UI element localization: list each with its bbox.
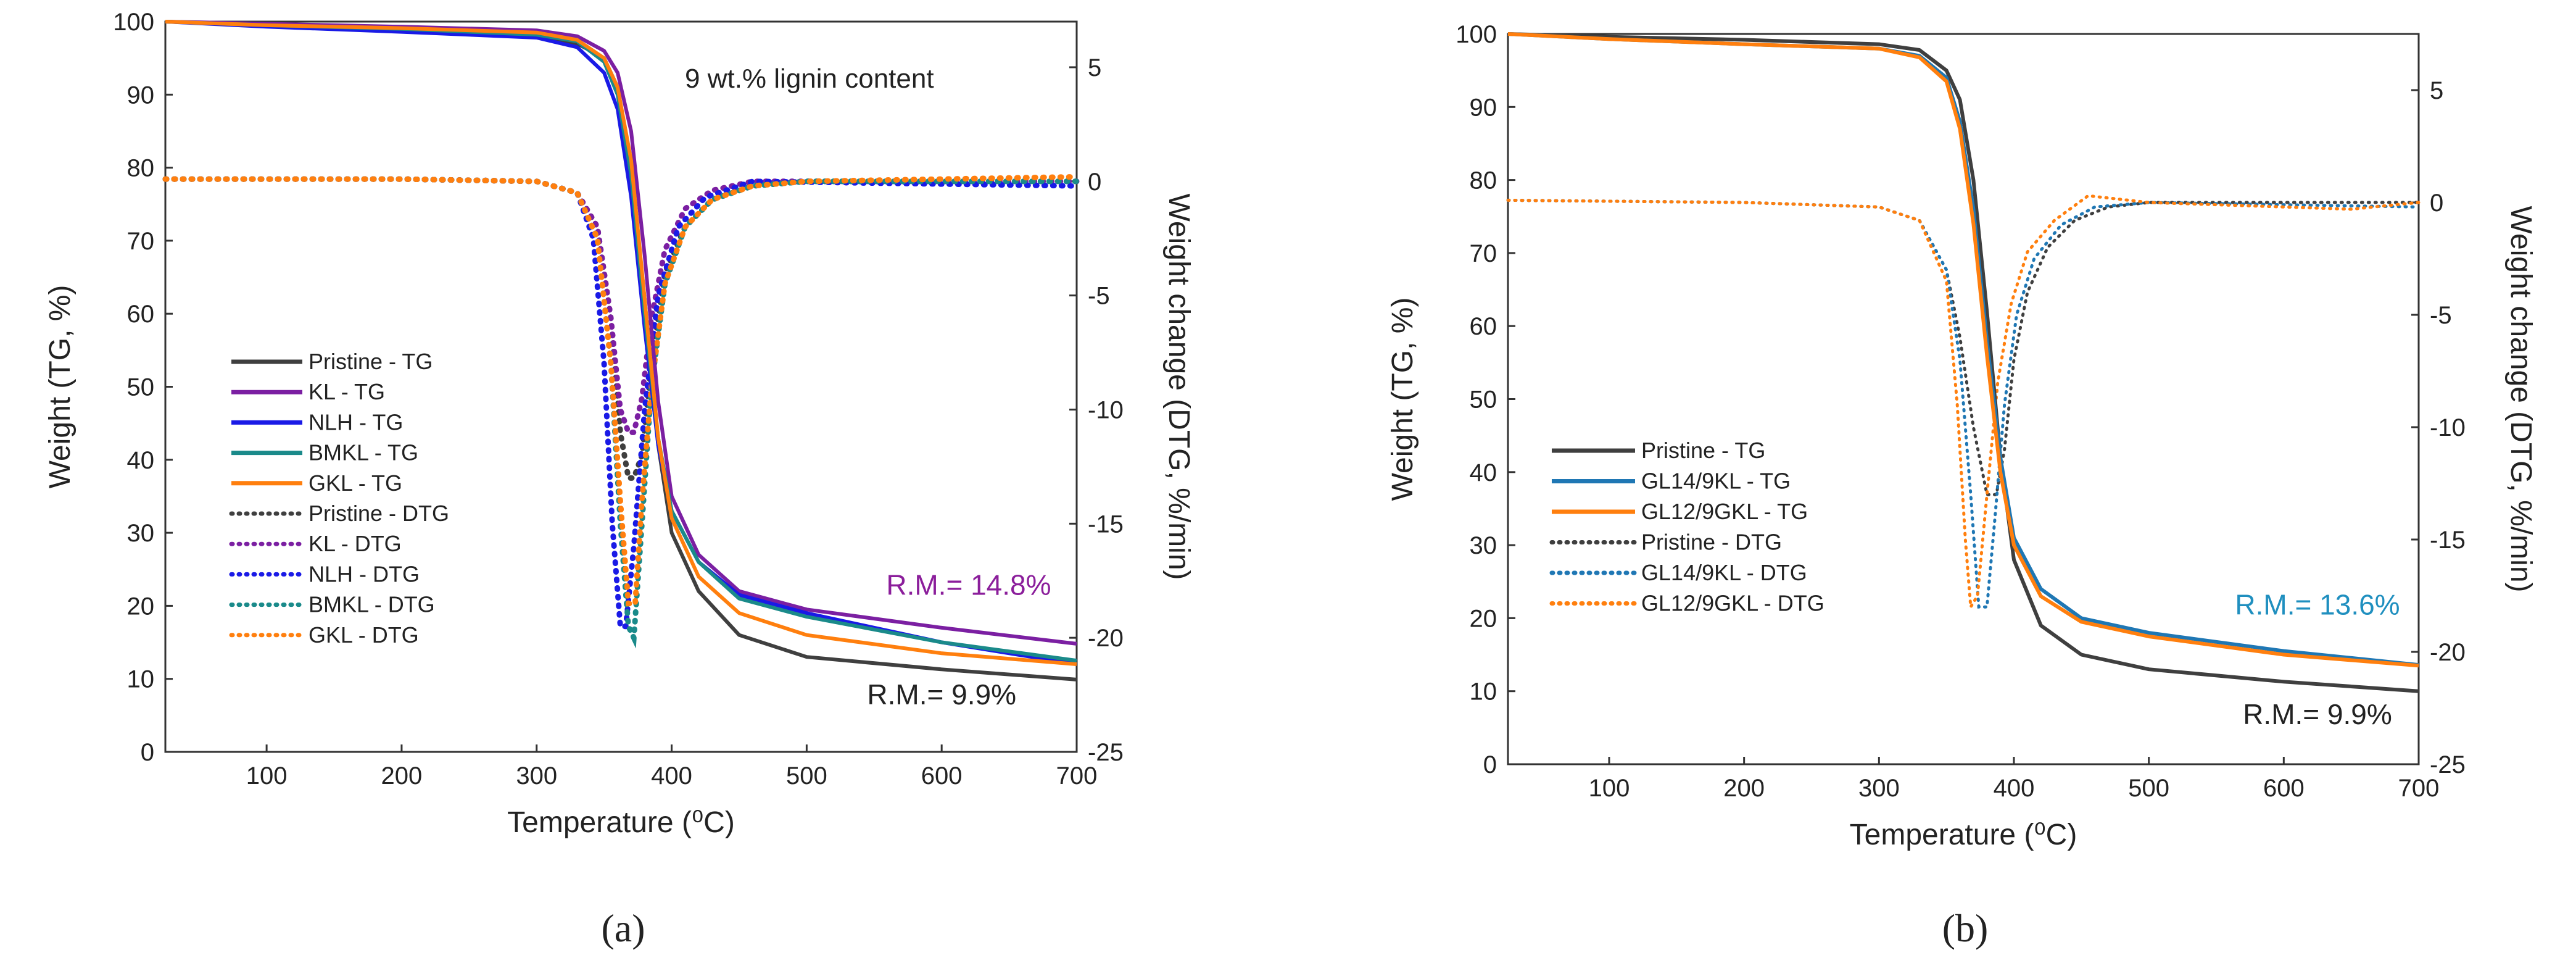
x-tick-label: 400 [651,762,692,790]
y-tick-label: 100 [113,9,154,36]
panel-label: (a) [601,906,645,950]
y-tick-label: 30 [127,520,155,547]
chart-panel-b: 100 200 300 400 500 600 7000102030405060708090… [1386,21,2537,950]
y2-tick-label: -5 [1088,283,1110,310]
y2-tick-label: -25 [1088,739,1124,766]
legend-entry: Pristine - TG [1641,438,1765,463]
y-tick-label: 0 [141,739,154,766]
y-tick-label: 100 [1456,21,1497,48]
y2-tick-label: 0 [2430,190,2443,217]
y2-axis-label: Weight change (DTG, %/min) [1162,194,1195,580]
y2-tick-label: -20 [2430,639,2466,666]
dtg-line-kl-dtg [162,176,1080,435]
y-axis-label: Weight (TG, %) [1386,298,1419,501]
y-tick-label: 90 [127,81,155,109]
legend-entry: KL - DTG [309,531,402,556]
x-tick-label: 400 [1994,775,2035,802]
legend-entry: GL12/9GKL - DTG [1641,591,1824,616]
y-tick-label: 70 [1470,240,1497,267]
legend-entry: GL14/9KL - TG [1641,469,1791,494]
rm-label: R.M.= 9.9% [867,678,1016,711]
legend-entry: NLH - TG [309,409,403,435]
y-tick-label: 60 [1470,313,1497,340]
y2-tick-label: -5 [2430,302,2452,329]
x-tick-label: 600 [2263,775,2305,802]
y-tick-label: 70 [127,228,155,255]
y-tick-label: 20 [1470,605,1497,632]
y-tick-label: 90 [1470,94,1497,121]
dtg-line-pristine-dtg [162,176,1080,481]
rm-label: R.M.= 9.9% [2243,698,2392,730]
dtg-line-gl12-9gkl-dtg [1506,194,2421,612]
legend-entry: GL14/9KL - DTG [1641,560,1807,585]
legend: Pristine - TG GL14/9KL - TG GL12/9GKL - TG… [1549,438,1824,616]
rm-label: R.M.= 13.6% [2235,588,2400,620]
x-tick-label: 600 [921,762,963,790]
y-axis-label: Weight (TG, %) [44,285,77,489]
legend-entry: Pristine - DTG [309,501,449,526]
x-tick-label: 300 [516,762,557,790]
dtg-line-gkl-dtg [162,173,1080,607]
annotation: 9 wt.% lignin content [685,64,934,94]
legend-entry: BMKL - DTG [309,592,435,617]
x-tick-label: 700 [1056,762,1098,790]
legend-entry: NLH - DTG [309,561,420,586]
y-tick-label: 30 [1470,532,1497,559]
legend-entry: Pristine - DTG [1641,530,1782,555]
panel-label: (b) [1942,906,1989,950]
x-tick-label: 500 [786,762,827,790]
y-tick-label: 0 [1483,751,1497,778]
legend-entry: Pristine - TG [309,349,433,374]
x-tick-label: 500 [2128,775,2169,802]
y2-axis-label: Weight change (DTG, %/min) [2504,206,2537,593]
x-tick-label: 100 [1589,775,1630,802]
y2-tick-label: 0 [1088,169,1101,196]
y-tick-label: 40 [1470,459,1497,486]
y-tick-label: 60 [127,301,155,328]
rm-label: R.M.= 14.8% [886,569,1051,601]
y2-tick-label: 5 [1088,54,1101,81]
y2-tick-label: -20 [1088,625,1124,652]
y2-tick-label: 5 [2430,77,2443,104]
x-tick-label: 100 [246,762,288,790]
x-tick-label: 200 [381,762,423,790]
y-tick-label: 20 [127,593,155,620]
legend-entry: BMKL - TG [309,440,418,465]
legend: Pristine - TG KL - TG NLH - TG BMKL - TG GKL… [229,349,449,648]
tg-line-gkl-tg [165,20,1077,666]
x-tick-label: 700 [2398,775,2440,802]
legend-entry: KL - TG [309,379,385,404]
y-tick-label: 50 [1470,386,1497,414]
x-tick-label: 200 [1723,775,1765,802]
y-tick-label: 80 [127,155,155,182]
legend-entry: GKL - TG [309,470,402,496]
tg-line-gl12-9gkl-tg [1507,32,2419,668]
y-tick-label: 10 [127,666,155,693]
y2-tick-label: -10 [2430,414,2466,441]
y2-tick-label: -25 [2430,751,2466,778]
legend-entry: GKL - DTG [309,622,419,648]
y2-tick-label: -15 [2430,527,2466,554]
x-tick-label: 300 [1858,775,1900,802]
y-tick-label: 40 [127,447,155,474]
y2-tick-label: -15 [1088,511,1124,538]
tg-line-pristine-tg [1507,32,2419,693]
chart-panel-a: 100 200 300 400 500 600 7000102030405060708090… [44,9,1195,950]
tg-line-bmkl-tg [165,20,1077,663]
x-axis-label: Temperature (⁰C) [1850,819,2077,851]
y2-tick-label: -10 [1088,396,1124,423]
y-tick-label: 50 [127,374,155,401]
y-tick-label: 80 [1470,167,1497,194]
x-axis-label: Temperature (⁰C) [507,806,735,839]
legend-entry: GL12/9GKL - TG [1641,499,1808,524]
y-tick-label: 10 [1470,678,1497,706]
